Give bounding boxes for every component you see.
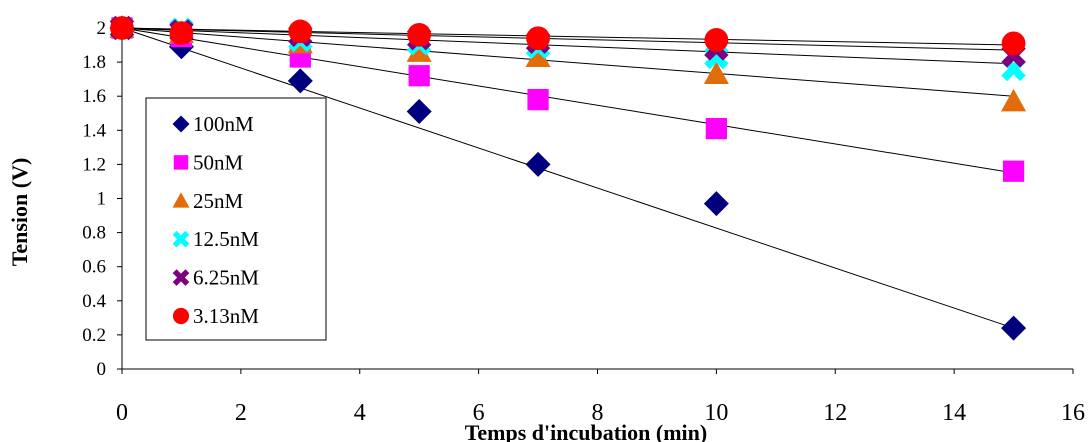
x-tick-label: 14 [942, 400, 966, 426]
data-point [110, 16, 134, 40]
legend-marker [172, 192, 190, 208]
legend-marker [173, 155, 189, 170]
data-point [703, 191, 729, 217]
y-tick-label: 0.6 [82, 257, 106, 278]
legend-label: 25nM [193, 189, 244, 213]
legend: 100nM 50nM 25nM 12.5nM 6.25nM 3.13nM [145, 97, 327, 341]
data-point [407, 22, 432, 47]
y-tick-label: 1.4 [82, 120, 106, 141]
data-point [288, 19, 313, 44]
data-point [406, 99, 432, 125]
y-tick-label: 1.2 [82, 154, 106, 175]
data-points [109, 15, 1027, 341]
x-tick-label: 4 [354, 400, 366, 426]
x-tick-label: 10 [704, 400, 728, 426]
legend-label: 12.5nM [193, 227, 259, 251]
trendlines [121, 27, 1014, 329]
data-point [703, 61, 729, 85]
data-point [526, 26, 550, 51]
legend-marker [172, 115, 190, 133]
x-tick-label: 16 [1061, 400, 1085, 426]
y-axis-title: Tension (V) [7, 158, 32, 267]
trendline [121, 27, 1014, 174]
x-ticks: 0 2 4 6 8 10 12 14 16 [116, 369, 1085, 426]
data-point [1002, 160, 1025, 182]
y-tick-label: 1.6 [82, 86, 106, 107]
x-tick-label: 0 [116, 400, 128, 426]
trendline [121, 27, 1014, 97]
x-tick-label: 12 [823, 400, 847, 426]
data-point [1001, 88, 1027, 112]
axes: 0 0.2 0.4 0.6 0.8 1 1.2 1.4 1.6 1.8 2 0 2 4 6 8 10 12 14 1… [82, 18, 1085, 426]
trendline [121, 27, 1014, 65]
y-tick-label: 2 [97, 18, 107, 39]
legend-label: 100nM [193, 112, 254, 136]
y-tick-label: 0.4 [82, 291, 106, 312]
data-point [169, 21, 194, 45]
legend-label: 6.25nM [193, 266, 259, 290]
legend-marker [172, 307, 190, 325]
data-point [705, 117, 727, 140]
data-point [287, 68, 313, 94]
y-ticks: 0 0.2 0.4 0.6 0.8 1 1.2 1.4 1.6 1.8 2 [82, 18, 122, 380]
trendline [121, 27, 1014, 329]
legend-marker [172, 230, 190, 248]
legend-label: 50nM [193, 150, 244, 174]
trendline [121, 27, 1014, 46]
y-tick-label: 0.2 [82, 325, 106, 346]
data-point [525, 151, 551, 177]
data-point [525, 44, 551, 67]
legend-marker [172, 269, 190, 286]
x-tick-label: 6 [473, 400, 485, 426]
x-axis-title: Temps d'incubation (min) [465, 420, 707, 442]
x-tick-label: 2 [235, 400, 247, 426]
data-point [408, 65, 430, 87]
data-point [704, 28, 729, 52]
data-point [527, 88, 549, 111]
y-tick-label: 0 [97, 359, 107, 380]
y-tick-label: 1 [97, 189, 107, 210]
data-point [406, 39, 432, 62]
y-tick-label: 1.8 [82, 52, 106, 73]
x-tick-label: 8 [592, 400, 604, 426]
y-tick-label: 0.8 [82, 223, 106, 244]
data-point [1001, 31, 1026, 56]
data-point [1001, 315, 1027, 341]
legend-box [145, 97, 327, 341]
trendline [121, 27, 1014, 51]
legend-label: 3.13nM [193, 304, 259, 328]
